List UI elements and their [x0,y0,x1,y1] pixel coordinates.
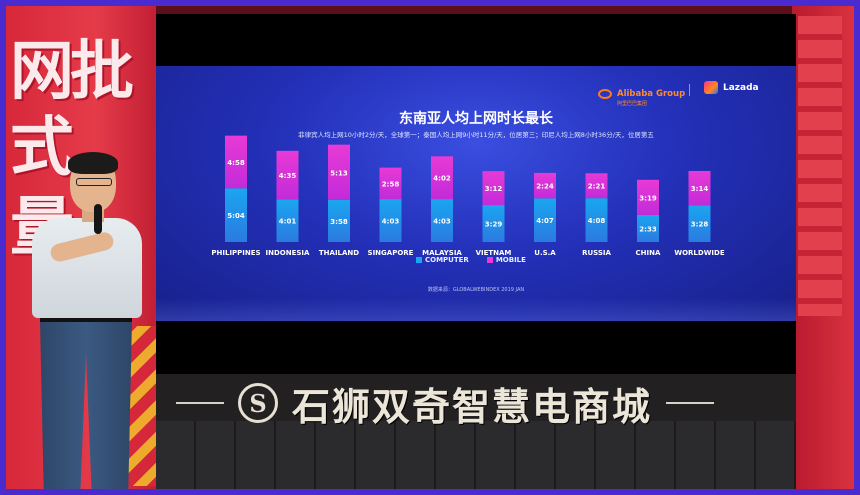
bar-computer-0 [225,188,247,242]
bar-label-mobile-0: 4:58 [227,159,245,167]
bar-label-computer-1: 4:01 [279,218,297,226]
bar-computer-9 [688,205,711,242]
bar-label-mobile-1: 4:35 [279,172,297,180]
legend-mobile: MOBILE [486,256,526,264]
projection-screen: Alibaba Group 阿里巴巴集团 Lazada 东南亚人均上网时长最长 … [156,14,796,374]
lazada-name: Lazada [723,82,759,93]
back-wall [156,361,796,489]
category-label-5: VIETNAM [476,249,512,257]
bar-label-computer-3: 4:03 [382,218,400,226]
chart-legend: COMPUTER MOBILE [416,256,526,264]
bar-label-computer-5: 3:29 [485,221,503,229]
bar-mobile-5 [482,171,505,206]
category-label-2: THAILAND [319,249,359,257]
microphone-icon [94,204,102,234]
landmark-silhouettes [156,298,796,321]
right-red-banner [792,6,854,489]
event-photo: 网批 式 量 S 石狮双奇智慧电商城 Alibaba Group 阿里巴巴集团 [6,6,854,489]
lazada-logo: Lazada [704,81,759,94]
bar-mobile-6 [534,172,556,199]
venue-logo-icon: S [238,383,278,423]
venue-sign-text: 石狮双奇智慧电商城 [292,383,653,429]
lazada-heart-icon [704,81,718,94]
category-label-1: INDONESIA [266,249,311,257]
bar-label-computer-9: 3:28 [691,221,709,229]
bar-mobile-7 [585,173,608,199]
bar-label-computer-8: 2:33 [639,225,657,233]
category-label-0: PHILIPPINES [211,249,260,257]
alibaba-mark-icon [598,89,612,99]
bar-mobile-3 [379,167,402,200]
bar-computer-8 [637,214,659,242]
alibaba-name: Alibaba Group [617,89,686,99]
bar-computer-4 [431,199,453,242]
category-label-7: RUSSIA [582,249,611,257]
bar-computer-1 [276,199,299,242]
category-label-4: MALAYSIA [422,249,462,257]
category-label-3: SINGAPORE [368,249,414,257]
bar-mobile-8 [637,179,659,215]
alibaba-subname: 阿里巴巴集团 [617,101,648,107]
category-label-9: WORLDWIDE [674,249,724,257]
bar-label-computer-2: 3:58 [330,218,348,226]
bar-label-computer-6: 4:07 [536,217,554,225]
bar-label-mobile-2: 5:13 [330,169,348,177]
bar-mobile-4 [431,156,453,200]
bar-mobile-0 [225,135,247,189]
legend-mobile-swatch [486,257,493,263]
bar-label-mobile-6: 2:24 [536,183,554,191]
bar-mobile-9 [688,170,711,206]
category-label-6: U.S.A [534,249,556,257]
data-source: 数据来源：GLOBALWEBINDEX 2019 JAN [427,287,525,293]
legend-computer: COMPUTER [416,256,469,264]
bar-computer-3 [379,199,402,242]
alibaba-logo: Alibaba Group 阿里巴巴集团 [598,81,685,107]
bar-label-computer-4: 4:03 [433,218,451,226]
bar-label-mobile-7: 2:21 [588,183,606,191]
speaker-person [10,152,160,489]
bar-label-mobile-3: 2:58 [382,180,400,188]
bar-mobile-2 [328,144,350,200]
slide-subtitle: 菲律宾人均上网10小时2分/天，全球第一；泰国人均上网9小时11分/天，位居第三… [298,131,654,139]
bar-label-computer-7: 4:08 [588,217,606,225]
bar-mobile-1 [276,150,299,200]
bar-label-mobile-5: 3:12 [485,185,503,193]
legend-computer-swatch [416,257,422,263]
bar-label-mobile-9: 3:14 [691,185,709,193]
bar-computer-2 [328,199,350,242]
bar-label-mobile-8: 3:19 [639,194,657,202]
brand-divider [689,84,690,96]
bar-computer-6 [534,198,556,242]
presentation-slide: Alibaba Group 阿里巴巴集团 Lazada 东南亚人均上网时长最长 … [156,66,796,321]
category-label-8: CHINA [636,249,661,257]
slide-title: 东南亚人均上网时长最长 [399,111,553,127]
bar-computer-5 [482,205,505,242]
bar-label-mobile-4: 4:02 [433,175,451,183]
bar-label-computer-0: 5:04 [227,212,245,220]
bar-computer-7 [585,198,608,242]
venue-sign: S 石狮双奇智慧电商城 [176,378,816,429]
usage-bar-chart: 5:04 4:58 PHILIPPINES 4:01 4:35 INDONESIA 3:58… [211,135,725,257]
